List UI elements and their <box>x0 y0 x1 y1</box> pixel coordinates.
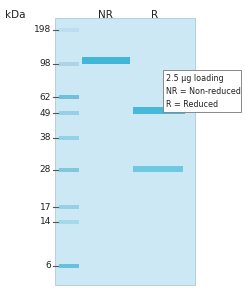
Bar <box>59 62 79 66</box>
Text: NR: NR <box>98 10 112 20</box>
Text: kDa: kDa <box>5 10 25 20</box>
Text: 98: 98 <box>39 59 51 68</box>
Bar <box>59 205 79 209</box>
Bar <box>55 18 195 285</box>
Text: 28: 28 <box>40 166 51 175</box>
Text: 49: 49 <box>40 109 51 118</box>
Text: R: R <box>151 10 159 20</box>
Bar <box>59 168 79 172</box>
Bar <box>59 220 79 224</box>
Bar <box>59 95 79 99</box>
Text: 62: 62 <box>40 92 51 101</box>
Bar <box>59 111 79 115</box>
Bar <box>133 106 185 113</box>
Bar <box>59 136 79 140</box>
Bar <box>59 28 79 32</box>
Bar <box>133 166 183 172</box>
Text: 14: 14 <box>40 218 51 226</box>
Bar <box>59 264 79 268</box>
Text: 17: 17 <box>39 202 51 211</box>
Text: 198: 198 <box>34 26 51 34</box>
Bar <box>163 70 241 112</box>
Text: 38: 38 <box>39 134 51 142</box>
Text: 2.5 μg loading
NR = Non-reduced
R = Reduced: 2.5 μg loading NR = Non-reduced R = Redu… <box>166 74 241 110</box>
Text: 6: 6 <box>45 262 51 271</box>
Bar <box>82 56 130 64</box>
